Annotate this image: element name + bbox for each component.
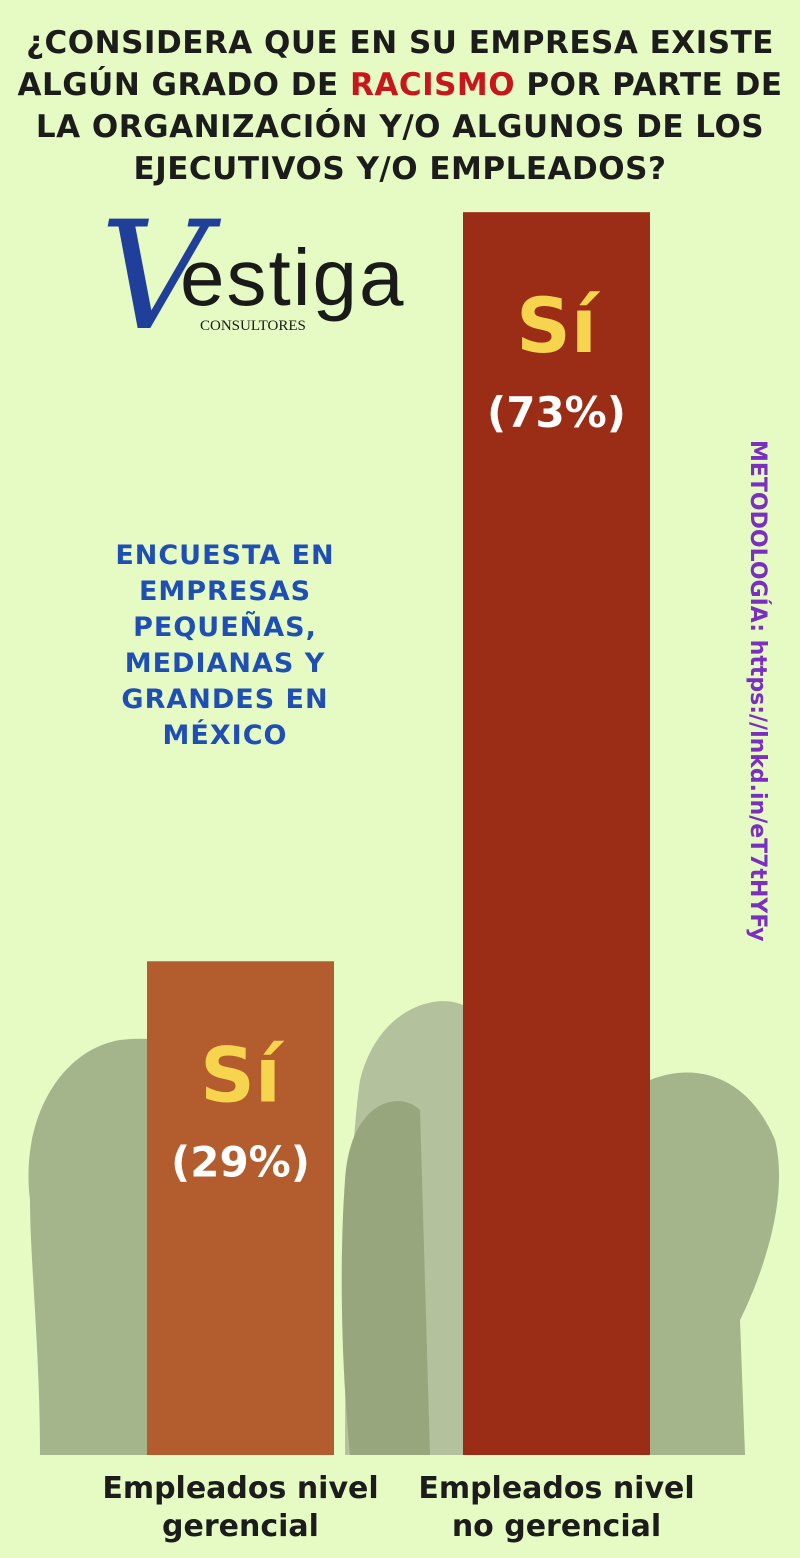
silhouette [341, 1101, 430, 1455]
title-highlight: RACISMO [349, 67, 516, 103]
value-label: (29%) [171, 1137, 310, 1186]
silhouettes [28, 1001, 780, 1455]
title-part: POR PARTE DE LA ORGANIZACIÓN Y/O ALGUNOS… [35, 67, 783, 187]
logo-name: estiga [180, 233, 406, 322]
subtitle: ENCUESTA EN EMPRESAS PEQUEÑAS, MEDIANAS … [115, 540, 335, 751]
logo-tagline: CONSULTORES [200, 318, 306, 334]
methodology-note: METODOLOGÍA: https://lnkd.in/eT7tHYFy [745, 440, 770, 942]
bar [147, 961, 334, 1455]
logo-initial: V [100, 190, 209, 364]
chart-title: ¿CONSIDERA QUE EN SU EMPRESA EXISTE ALGÚ… [10, 22, 790, 190]
bar [463, 212, 650, 1455]
value-label: (73%) [487, 388, 626, 437]
annotation: Sí [516, 281, 601, 370]
category-label: Empleados nivel gerencial [102, 1471, 379, 1544]
title-part: ¿CONSIDERA QUE EN SU EMPRESA EXISTE ALGÚ… [17, 25, 774, 103]
category-label: Empleados nivel no gerencial [418, 1471, 695, 1544]
annotation: Sí [200, 1030, 285, 1119]
silhouette [650, 1072, 780, 1455]
